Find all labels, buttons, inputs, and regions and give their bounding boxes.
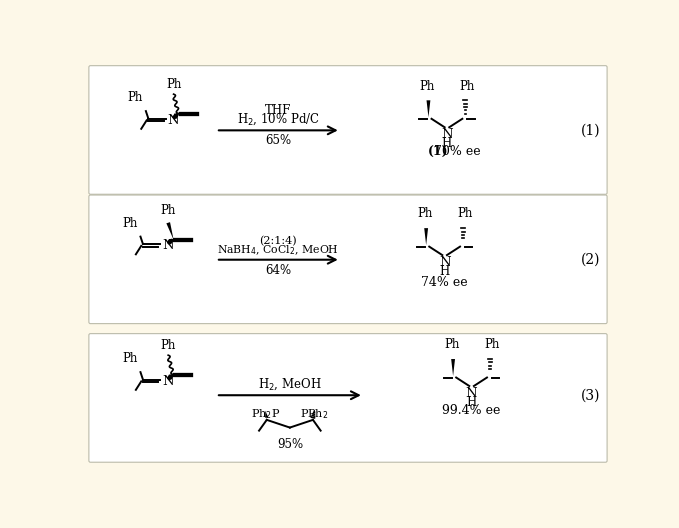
Text: 95%: 95%: [277, 438, 303, 451]
FancyBboxPatch shape: [89, 65, 607, 194]
Text: N: N: [466, 386, 477, 400]
Text: Ph: Ph: [444, 338, 459, 351]
Text: Ph: Ph: [457, 208, 473, 221]
Text: 65%: 65%: [265, 134, 291, 147]
Text: N: N: [168, 114, 179, 127]
Text: (3): (3): [581, 388, 601, 402]
Text: (1): (1): [427, 145, 448, 158]
Text: PPh$_2$: PPh$_2$: [300, 408, 329, 421]
FancyBboxPatch shape: [89, 334, 607, 462]
Text: N: N: [162, 375, 174, 388]
Text: NaBH$_4$, CoCl$_2$, MeOH: NaBH$_4$, CoCl$_2$, MeOH: [217, 243, 340, 257]
Polygon shape: [424, 228, 428, 245]
Text: Ph: Ph: [122, 216, 137, 230]
Text: H$_2$, 10% Pd/C: H$_2$, 10% Pd/C: [237, 112, 320, 127]
Text: 99.4% ee: 99.4% ee: [443, 404, 500, 417]
FancyBboxPatch shape: [89, 195, 607, 324]
Text: (2:1:4): (2:1:4): [259, 237, 297, 247]
Text: H$_2$, MeOH: H$_2$, MeOH: [258, 376, 322, 392]
Text: Ph: Ph: [166, 78, 181, 91]
Text: N: N: [439, 256, 450, 269]
Text: H: H: [439, 265, 449, 278]
Text: Ph: Ph: [160, 339, 176, 352]
Text: 64%: 64%: [265, 263, 291, 277]
Text: Ph: Ph: [484, 338, 499, 351]
Text: Ph: Ph: [122, 352, 137, 365]
Text: Ph: Ph: [417, 208, 433, 221]
Text: (2): (2): [581, 253, 601, 267]
Text: Ph: Ph: [419, 80, 435, 92]
Text: Ph: Ph: [128, 91, 143, 104]
Text: (1): (1): [581, 124, 601, 137]
Polygon shape: [166, 222, 174, 240]
Text: H: H: [442, 137, 452, 150]
Text: THF: THF: [265, 104, 291, 117]
Polygon shape: [426, 100, 430, 117]
Text: 74% ee: 74% ee: [421, 276, 468, 289]
Text: Ph$_2$P: Ph$_2$P: [251, 408, 280, 421]
Text: N: N: [162, 239, 174, 252]
Polygon shape: [451, 359, 455, 376]
Text: N: N: [441, 128, 453, 141]
Polygon shape: [265, 411, 268, 418]
Text: 70% ee: 70% ee: [435, 145, 481, 158]
Text: H: H: [466, 396, 477, 409]
Text: Ph: Ph: [459, 80, 475, 92]
Text: Ph: Ph: [160, 204, 176, 216]
